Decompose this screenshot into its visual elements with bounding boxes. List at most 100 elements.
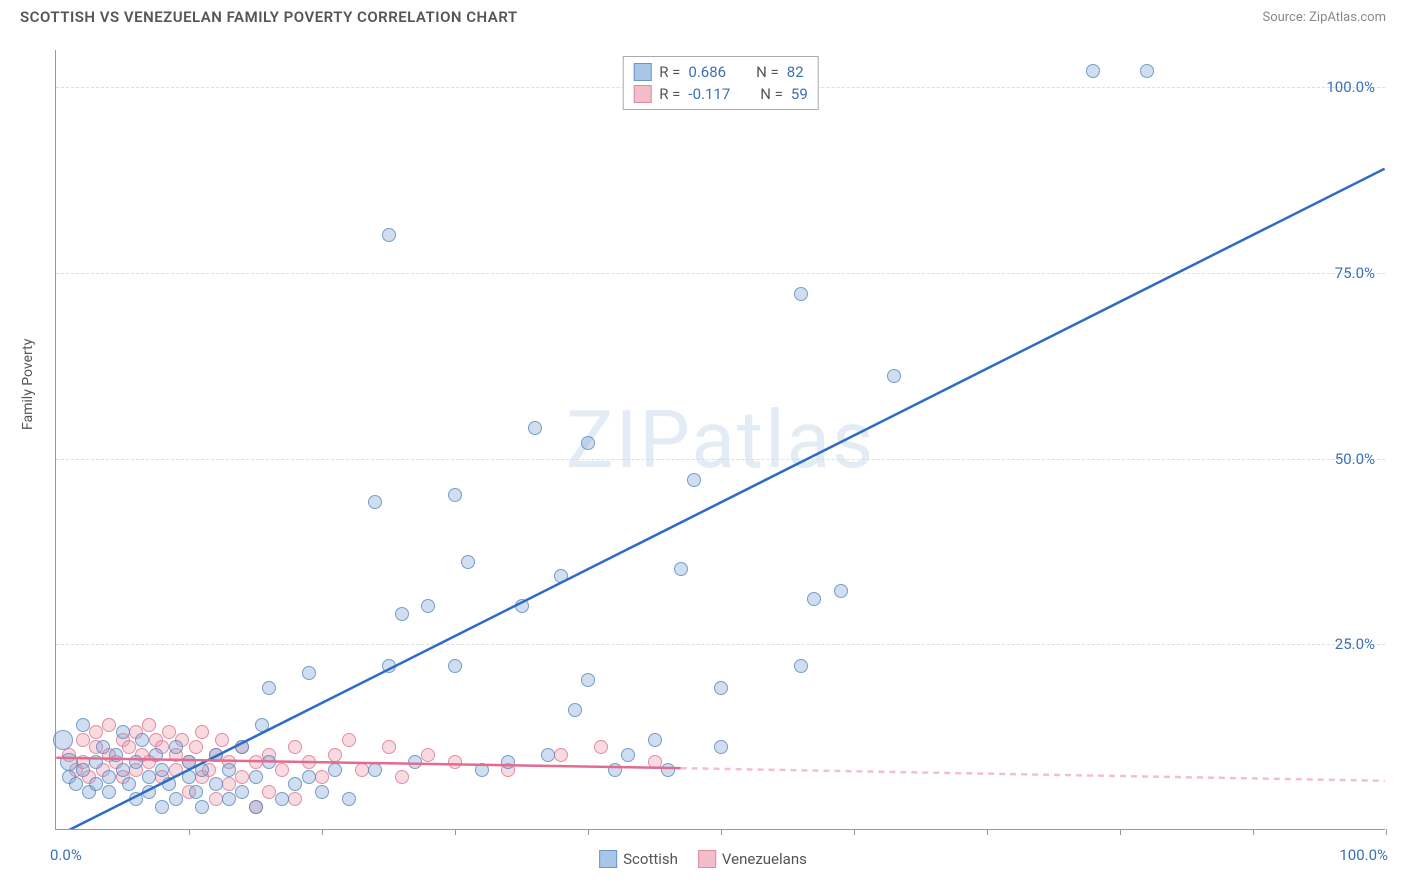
venezuelans-point [288, 740, 302, 754]
grid-line [56, 273, 1385, 274]
scottish-point [687, 473, 701, 487]
x-tick-mark [987, 829, 988, 835]
legend-n-value: 82 [787, 63, 804, 81]
x-tick-mark [1120, 829, 1121, 835]
venezuelans-point [76, 733, 90, 747]
venezuelans-point [328, 748, 342, 762]
scottish-point [834, 584, 848, 598]
x-tick-mark [721, 829, 722, 835]
legend-r-value: 0.686 [688, 63, 726, 81]
scottish-point [475, 763, 489, 777]
scottish-point [249, 770, 263, 784]
scottish-point [275, 792, 289, 806]
scottish-point [129, 792, 143, 806]
scottish-point [76, 718, 90, 732]
venezuelans-point [421, 748, 435, 762]
venezuelans-point [89, 725, 103, 739]
venezuelans-point [342, 733, 356, 747]
venezuelans-point [275, 763, 289, 777]
scottish-point [116, 763, 130, 777]
scottish-point [368, 763, 382, 777]
venezuelans-point [648, 755, 662, 769]
scottish-point [421, 599, 435, 613]
scottish-point [142, 785, 156, 799]
legend-top-row: R =-0.117N =59 [633, 83, 808, 105]
scottish-point [235, 740, 249, 754]
scottish-point [169, 740, 183, 754]
legend-r-value: -0.117 [688, 85, 730, 103]
trend-lines [56, 50, 1385, 829]
x-tick-mark [1253, 829, 1254, 835]
scottish-point [189, 785, 203, 799]
venezuelans-point [288, 792, 302, 806]
scottish-point [714, 681, 728, 695]
scottish-point [249, 800, 263, 814]
scottish-point [195, 800, 209, 814]
scottish-point [714, 740, 728, 754]
venezuelans-point [122, 740, 136, 754]
venezuelans-point [142, 718, 156, 732]
scottish-point [621, 748, 635, 762]
scottish-point [209, 748, 223, 762]
venezuelans-point [554, 748, 568, 762]
scottish-point [116, 725, 130, 739]
chart-title: SCOTTISH VS VENEZUELAN FAMILY POVERTY CO… [20, 8, 518, 26]
scottish-point [76, 763, 90, 777]
grid-line [56, 644, 1385, 645]
scottish-point [288, 777, 302, 791]
scottish-point [408, 755, 422, 769]
scottish-point [149, 748, 163, 762]
scottish-point [794, 287, 808, 301]
scottish-point [302, 666, 316, 680]
venezuelans-point [448, 755, 462, 769]
source-attribution: Source: ZipAtlas.com [1262, 10, 1386, 25]
legend-label: Venezuelans [722, 850, 807, 868]
scottish-point [135, 733, 149, 747]
legend-swatch [633, 63, 651, 81]
x-tick-mark [455, 829, 456, 835]
legend-n-label: N = [756, 63, 779, 81]
scottish-point [568, 703, 582, 717]
y-tick-label: 75.0% [1335, 264, 1375, 282]
legend-bottom-item: Scottish [599, 850, 678, 868]
venezuelans-point [262, 785, 276, 799]
scottish-point [315, 785, 329, 799]
venezuelans-point [355, 763, 369, 777]
scottish-point [102, 770, 116, 784]
venezuelans-point [209, 792, 223, 806]
venezuelans-point [382, 740, 396, 754]
scottish-point [368, 495, 382, 509]
scottish-point [661, 763, 675, 777]
scottish-point [382, 659, 396, 673]
y-axis-label: Family Poverty [20, 339, 36, 430]
scottish-point [262, 755, 276, 769]
scottish-point [255, 718, 269, 732]
scottish-point [222, 792, 236, 806]
legend-bottom-item: Venezuelans [698, 850, 807, 868]
venezuelans-point [162, 725, 176, 739]
scottish-point [395, 607, 409, 621]
legend-r-label: R = [659, 63, 680, 81]
scottish-point [648, 733, 662, 747]
scottish-point [528, 421, 542, 435]
venezuelans-point [189, 740, 203, 754]
grid-line [56, 459, 1385, 460]
scottish-point [554, 569, 568, 583]
scottish-point [581, 436, 595, 450]
watermark: ZIPatlas [566, 393, 876, 487]
scottish-point [794, 659, 808, 673]
legend-swatch [633, 85, 651, 103]
scottish-point [109, 748, 123, 762]
scottish-point [515, 599, 529, 613]
venezuelans-point [169, 763, 183, 777]
y-tick-label: 100.0% [1326, 78, 1375, 96]
scottish-point [222, 763, 236, 777]
scottish-point [209, 777, 223, 791]
scottish-point [887, 369, 901, 383]
y-tick-label: 50.0% [1335, 450, 1375, 468]
x-axis-min-label: 0.0% [50, 846, 82, 864]
scottish-point [129, 755, 143, 769]
scottish-point [102, 785, 116, 799]
venezuelans-point [249, 755, 263, 769]
venezuelans-point [395, 770, 409, 784]
